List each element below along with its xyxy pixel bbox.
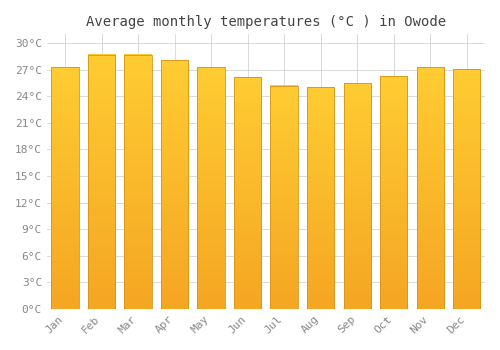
Bar [307,88,334,309]
Bar [198,67,225,309]
Bar [453,69,480,309]
Bar [270,86,298,309]
Bar [380,76,407,309]
Bar [161,60,188,309]
Bar [52,67,79,309]
Title: Average monthly temperatures (°C ) in Owode: Average monthly temperatures (°C ) in Ow… [86,15,446,29]
Bar [344,83,371,309]
Bar [88,55,116,309]
Bar [234,77,262,309]
Bar [416,67,444,309]
Bar [124,55,152,309]
